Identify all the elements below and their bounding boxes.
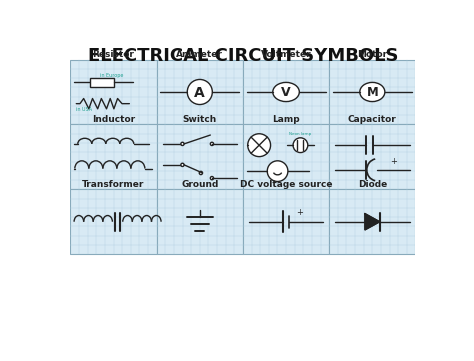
Bar xyxy=(329,125,415,189)
Bar xyxy=(71,60,157,125)
Text: Ground: Ground xyxy=(181,179,219,188)
Circle shape xyxy=(199,171,202,175)
Text: Transformer: Transformer xyxy=(82,179,145,188)
Bar xyxy=(243,125,329,189)
Text: +: + xyxy=(391,157,398,166)
Circle shape xyxy=(210,177,214,180)
Circle shape xyxy=(293,138,308,153)
Text: A: A xyxy=(194,86,205,100)
Bar xyxy=(243,60,329,125)
Bar xyxy=(243,189,329,254)
Text: Motor: Motor xyxy=(357,50,387,59)
Text: Lamp: Lamp xyxy=(272,115,300,124)
Circle shape xyxy=(181,142,184,145)
Circle shape xyxy=(181,163,184,166)
Text: in Europe: in Europe xyxy=(100,73,123,78)
Bar xyxy=(329,189,415,254)
Text: ELECTRICAL CIRCUIT SYMBOLS: ELECTRICAL CIRCUIT SYMBOLS xyxy=(88,47,398,65)
Bar xyxy=(157,60,243,125)
Text: in USA: in USA xyxy=(75,107,91,112)
Polygon shape xyxy=(365,214,380,230)
Ellipse shape xyxy=(360,82,385,101)
Text: DC voltage source: DC voltage source xyxy=(240,179,332,188)
Bar xyxy=(71,189,157,254)
Bar xyxy=(157,189,243,254)
Text: Ammeter: Ammeter xyxy=(176,50,223,59)
Circle shape xyxy=(248,134,271,157)
Text: Inductor: Inductor xyxy=(92,115,135,124)
Bar xyxy=(329,60,415,125)
Ellipse shape xyxy=(273,82,299,101)
Text: Switch: Switch xyxy=(182,115,217,124)
Bar xyxy=(71,125,157,189)
Bar xyxy=(157,125,243,189)
Text: Neon lamp: Neon lamp xyxy=(289,132,311,136)
Text: V: V xyxy=(281,86,291,99)
Text: Resistor: Resistor xyxy=(92,50,135,59)
Circle shape xyxy=(210,142,214,145)
Text: M: M xyxy=(366,86,378,99)
Text: +: + xyxy=(296,208,303,217)
Text: Diode: Diode xyxy=(358,179,387,188)
Circle shape xyxy=(267,161,288,182)
Bar xyxy=(91,78,114,87)
Text: Capacitor: Capacitor xyxy=(348,115,397,124)
Circle shape xyxy=(187,79,212,105)
Text: Voltmeter: Voltmeter xyxy=(261,50,311,59)
